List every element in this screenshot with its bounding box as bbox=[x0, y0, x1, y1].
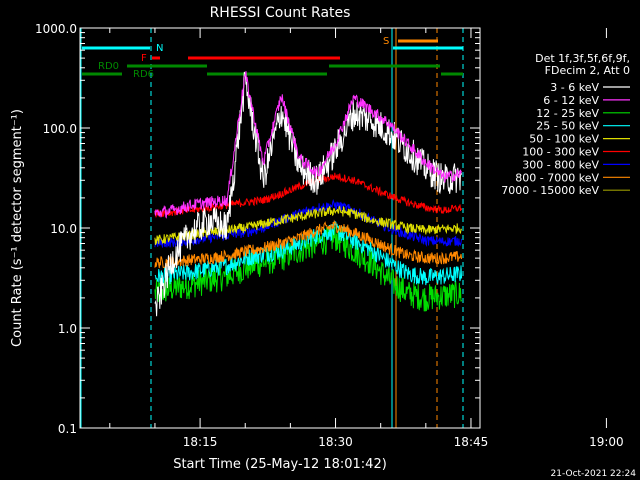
legend-header: Det 1f,3f,5f,6f,9f, bbox=[535, 52, 630, 65]
marker-label-rd0: RD0 bbox=[98, 61, 119, 72]
y-tick-label: 10.0 bbox=[50, 222, 77, 236]
y-tick-label: 100.0 bbox=[43, 122, 77, 136]
marker-label-n: N bbox=[156, 43, 163, 54]
timestamp: 21-Oct-2021 22:24 bbox=[551, 469, 637, 479]
legend-header: FDecim 2, Att 0 bbox=[545, 64, 630, 77]
legend-entry-label: 800 - 7000 keV bbox=[515, 171, 599, 184]
legend-entry-label: 12 - 25 keV bbox=[536, 107, 599, 120]
series-line bbox=[154, 71, 463, 317]
y-tick-label: 0.1 bbox=[58, 422, 77, 436]
y-tick-label: 1000.0 bbox=[35, 22, 77, 36]
legend-entry-label: 6 - 12 keV bbox=[543, 94, 599, 107]
marker-label-rd6: RD6 bbox=[133, 69, 154, 80]
legend-entry-label: 7000 - 15000 keV bbox=[501, 184, 599, 197]
marker-label-s: S bbox=[383, 36, 389, 47]
series-line bbox=[154, 220, 463, 286]
legend: Det 1f,3f,5f,6f,9f,FDecim 2, Att 0 3 - 6 … bbox=[501, 52, 630, 197]
series-line bbox=[154, 71, 463, 219]
legend-entry-label: 100 - 300 keV bbox=[522, 146, 599, 159]
marker-label-f: F bbox=[141, 53, 147, 64]
legend-entry-label: 25 - 50 keV bbox=[536, 120, 599, 133]
x-tick-label: 18:30 bbox=[318, 435, 353, 449]
series-line bbox=[154, 219, 463, 269]
legend-entry-label: 50 - 100 keV bbox=[529, 133, 599, 146]
chart-title: RHESSI Count Rates bbox=[210, 5, 351, 21]
y-axis-label: Count Rate (s⁻¹ detector segment⁻¹) bbox=[10, 109, 25, 347]
x-tick-label: 18:15 bbox=[183, 435, 218, 449]
series-curves bbox=[154, 71, 463, 317]
axes: 0.1 1.0 10.0 100.0 1000.0 18:15 18:30 18:45 19:0… bbox=[35, 22, 624, 449]
x-tick-label: 18:45 bbox=[454, 435, 489, 449]
x-tick-label: 19:00 bbox=[589, 435, 624, 449]
legend-entry-label: 3 - 6 keV bbox=[550, 81, 599, 94]
x-axis-label: Start Time (25-May-12 18:01:42) bbox=[173, 457, 387, 472]
legend-entry-label: 300 - 800 keV bbox=[522, 158, 599, 171]
series-line bbox=[154, 205, 463, 246]
y-tick-label: 1.0 bbox=[58, 322, 77, 336]
